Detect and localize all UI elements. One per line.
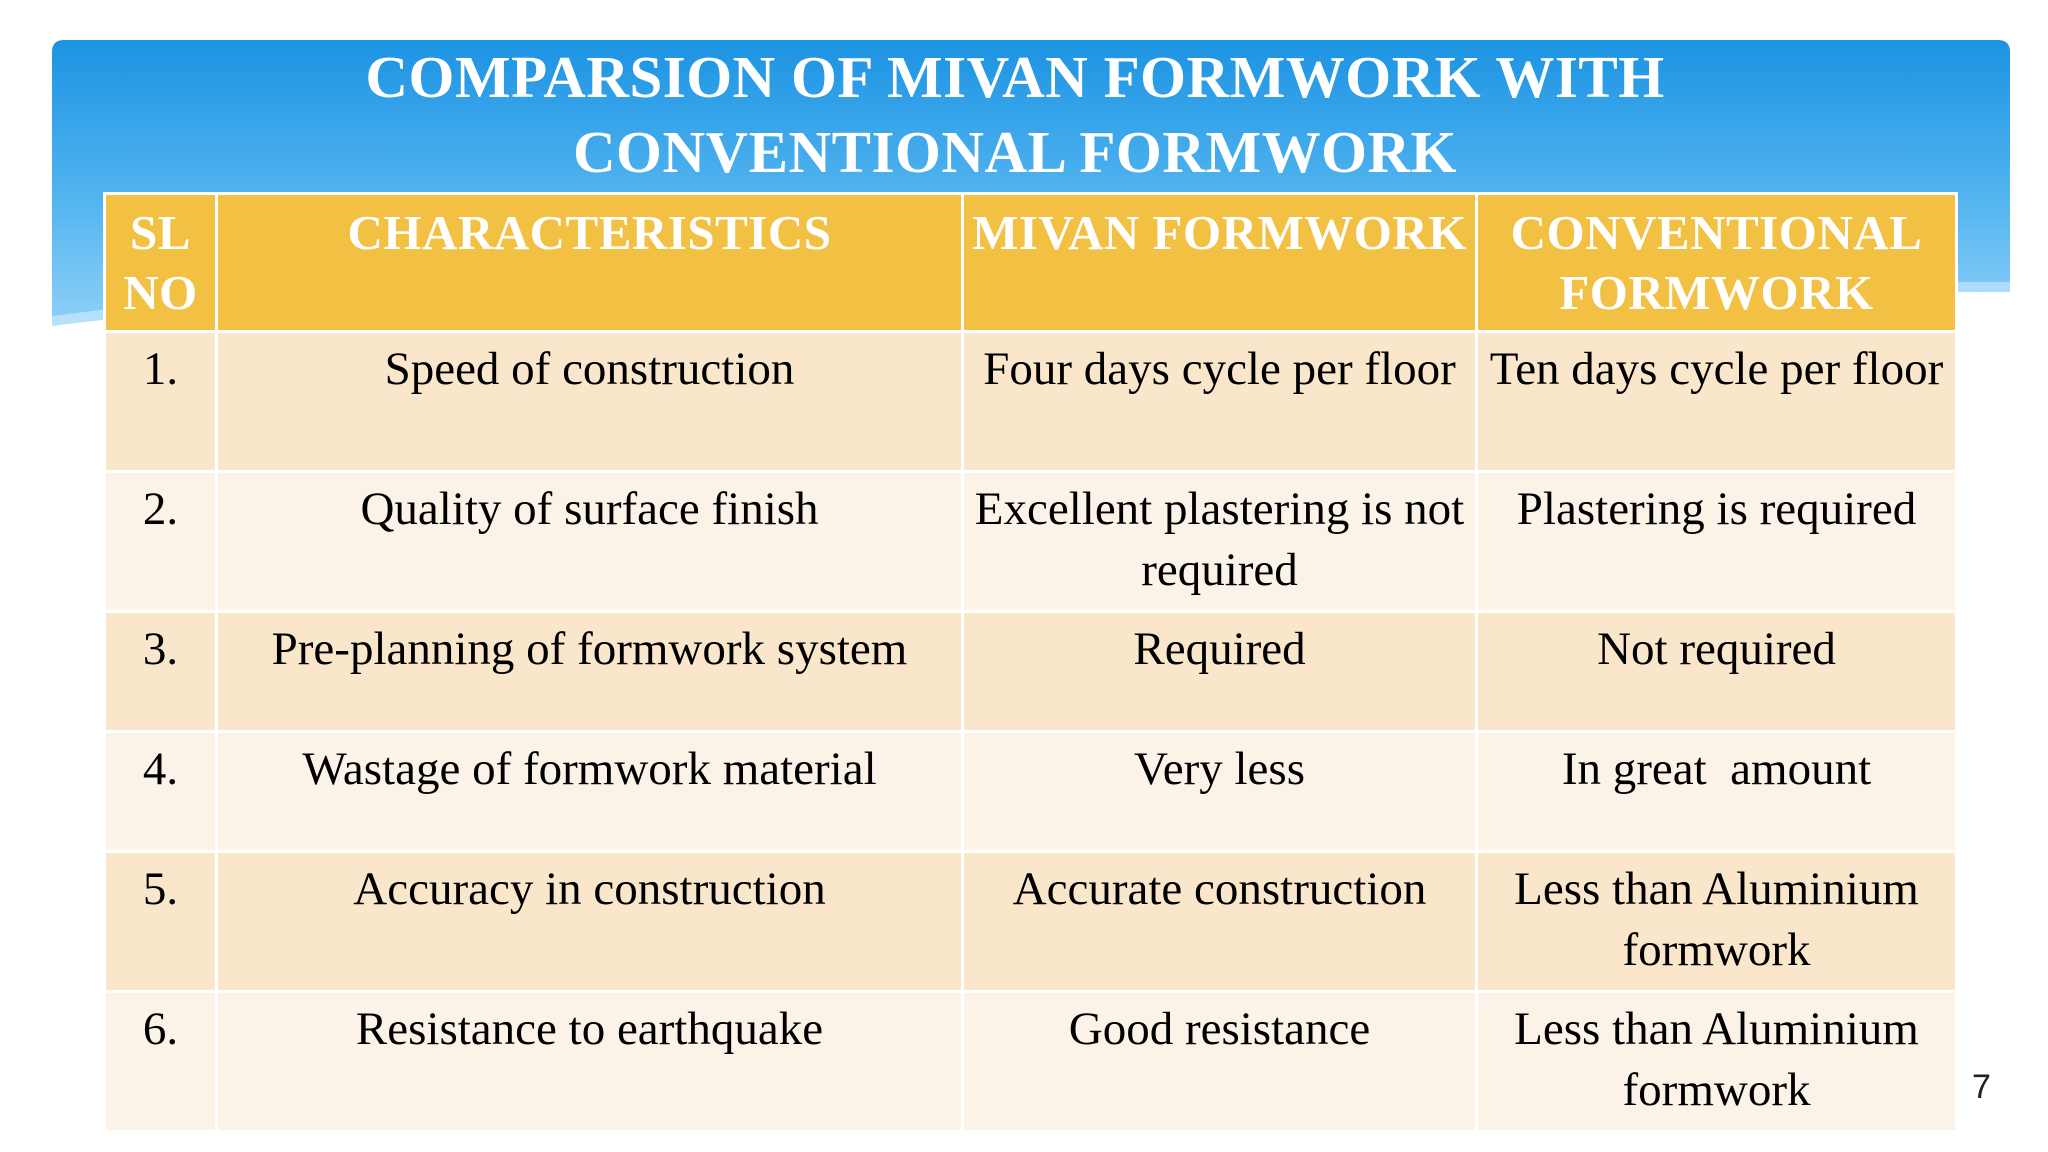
table-row: 5. Accuracy in construction Accurate con… bbox=[103, 850, 1958, 993]
table-header-row: SL NO CHARACTERISTICS MIVAN FORMWORK CON… bbox=[103, 192, 1958, 333]
cell-mivan: Required bbox=[961, 610, 1478, 733]
cell-sl-no: 3. bbox=[103, 610, 218, 733]
header-conventional-formwork: CONVENTIONAL FORMWORK bbox=[1475, 192, 1958, 333]
cell-conventional: In great amount bbox=[1475, 730, 1958, 853]
header-sl-no: SL NO bbox=[103, 192, 218, 333]
cell-characteristic: Accuracy in construction bbox=[215, 850, 964, 993]
cell-mivan: Good resistance bbox=[961, 990, 1478, 1133]
table-row: 2. Quality of surface finish Excellent p… bbox=[103, 470, 1958, 613]
cell-characteristic: Resistance to earthquake bbox=[215, 990, 964, 1133]
cell-characteristic: Speed of construction bbox=[215, 330, 964, 473]
table-row: 6. Resistance to earthquake Good resista… bbox=[103, 990, 1958, 1133]
table-row: 1. Speed of construction Four days cycle… bbox=[103, 330, 1958, 473]
header-characteristics: CHARACTERISTICS bbox=[215, 192, 964, 333]
cell-sl-no: 6. bbox=[103, 990, 218, 1133]
cell-conventional: Less than Aluminium formwork bbox=[1475, 850, 1958, 993]
cell-sl-no: 4. bbox=[103, 730, 218, 853]
table-row: 4. Wastage of formwork material Very les… bbox=[103, 730, 1958, 853]
cell-conventional: Not required bbox=[1475, 610, 1958, 733]
slide-title-line-1: COMPARSION OF MIVAN FORMWORK WITH bbox=[365, 44, 1665, 110]
cell-sl-no: 5. bbox=[103, 850, 218, 993]
table-row: 3. Pre-planning of formwork system Requi… bbox=[103, 610, 1958, 733]
cell-mivan: Accurate construction bbox=[961, 850, 1478, 993]
header-mivan-formwork: MIVAN FORMWORK bbox=[961, 192, 1478, 333]
cell-mivan: Very less bbox=[961, 730, 1478, 853]
slide-title-line-2: CONVENTIONAL FORMWORK bbox=[572, 119, 1458, 185]
cell-characteristic: Quality of surface finish bbox=[215, 470, 964, 613]
comparison-table: SL NO CHARACTERISTICS MIVAN FORMWORK CON… bbox=[103, 192, 1958, 1133]
cell-conventional: Less than Aluminium formwork bbox=[1475, 990, 1958, 1133]
cell-characteristic: Wastage of formwork material bbox=[215, 730, 964, 853]
cell-sl-no: 2. bbox=[103, 470, 218, 613]
page-number: 7 bbox=[1972, 1068, 1991, 1106]
cell-conventional: Plastering is required bbox=[1475, 470, 1958, 613]
slide-title: COMPARSION OF MIVAN FORMWORK WITH CONVEN… bbox=[150, 40, 1880, 190]
cell-mivan: Excellent plastering is not required bbox=[961, 470, 1478, 613]
cell-mivan: Four days cycle per floor bbox=[961, 330, 1478, 473]
cell-conventional: Ten days cycle per floor bbox=[1475, 330, 1958, 473]
cell-characteristic: Pre-planning of formwork system bbox=[215, 610, 964, 733]
cell-sl-no: 1. bbox=[103, 330, 218, 473]
